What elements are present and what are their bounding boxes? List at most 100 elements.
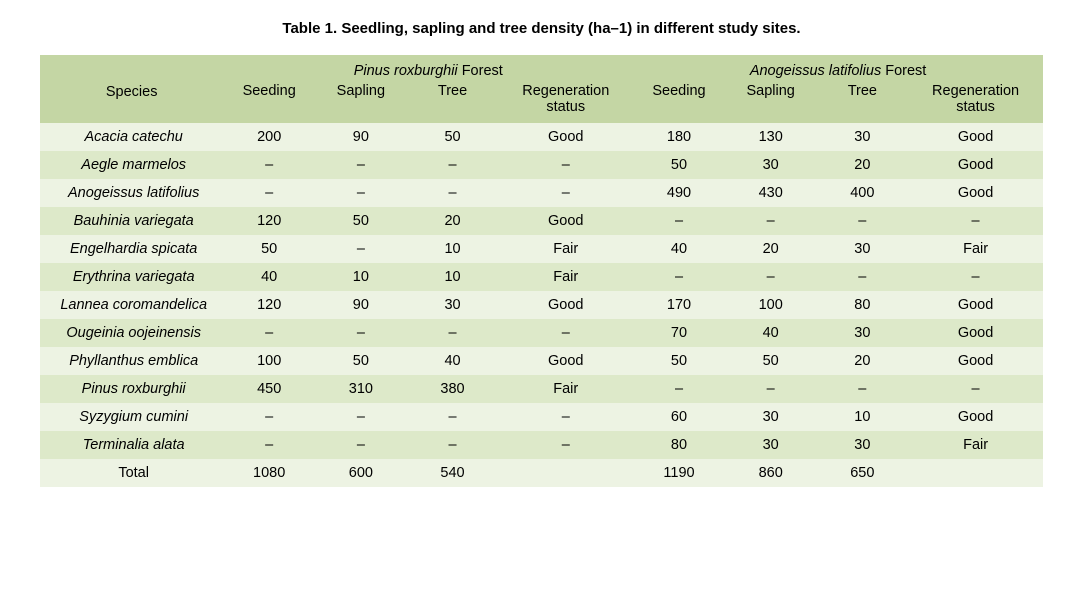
cell-f1-regen: Good bbox=[498, 347, 633, 375]
table-row: Aegle marmelos––––503020Good bbox=[40, 151, 1043, 179]
forest1-italic: Pinus roxburghii bbox=[354, 63, 458, 79]
cell-f1-seeding: 120 bbox=[223, 291, 315, 319]
cell-f1-seeding: 200 bbox=[223, 123, 315, 151]
cell-f1-sapling: – bbox=[315, 431, 407, 459]
cell-species: Terminalia alata bbox=[40, 431, 223, 459]
cell-f2-tree: 30 bbox=[817, 235, 909, 263]
table-row: Acacia catechu2009050Good18013030Good bbox=[40, 123, 1043, 151]
cell-f1-tree: 10 bbox=[407, 263, 499, 291]
cell-f1-sapling: 10 bbox=[315, 263, 407, 291]
forest2-italic: Anogeissus latifolius bbox=[750, 63, 881, 79]
cell-species: Syzygium cumini bbox=[40, 403, 223, 431]
cell-f1-sapling: 50 bbox=[315, 207, 407, 235]
cell-f2-sapling: 50 bbox=[725, 347, 817, 375]
cell-f2-sapling: 40 bbox=[725, 319, 817, 347]
cell-f2-sapling: – bbox=[725, 263, 817, 291]
cell-f1-sapling: 600 bbox=[315, 459, 407, 487]
col-f1-tree: Tree bbox=[407, 81, 499, 123]
group-forest-1: Pinus roxburghii Forest bbox=[223, 55, 633, 81]
cell-f1-regen: – bbox=[498, 319, 633, 347]
cell-f1-seeding: – bbox=[223, 179, 315, 207]
cell-f2-seeding: 70 bbox=[633, 319, 725, 347]
cell-f1-seeding: 120 bbox=[223, 207, 315, 235]
cell-f1-seeding: – bbox=[223, 403, 315, 431]
cell-f2-regen: Good bbox=[908, 291, 1043, 319]
cell-f1-seeding: 50 bbox=[223, 235, 315, 263]
cell-f1-tree: 20 bbox=[407, 207, 499, 235]
cell-f2-sapling: 430 bbox=[725, 179, 817, 207]
table-row: Engelhardia spicata50–10Fair402030Fair bbox=[40, 235, 1043, 263]
table-row: Pinus roxburghii450310380Fair–––– bbox=[40, 375, 1043, 403]
cell-f1-sapling: – bbox=[315, 235, 407, 263]
cell-f2-tree: 30 bbox=[817, 123, 909, 151]
cell-f2-regen: – bbox=[908, 263, 1043, 291]
cell-f2-seeding: 180 bbox=[633, 123, 725, 151]
cell-f1-regen: Good bbox=[498, 291, 633, 319]
cell-species: Lannea coromandelica bbox=[40, 291, 223, 319]
cell-f2-sapling: 30 bbox=[725, 151, 817, 179]
cell-f2-tree: 20 bbox=[817, 151, 909, 179]
table-row: Bauhinia variegata1205020Good–––– bbox=[40, 207, 1043, 235]
cell-f1-seeding: 100 bbox=[223, 347, 315, 375]
cell-f2-seeding: – bbox=[633, 263, 725, 291]
cell-f1-regen: – bbox=[498, 431, 633, 459]
cell-f1-regen bbox=[498, 459, 633, 487]
table-row: Anogeissus latifolius––––490430400Good bbox=[40, 179, 1043, 207]
cell-f1-seeding: – bbox=[223, 319, 315, 347]
cell-f2-regen: Good bbox=[908, 179, 1043, 207]
cell-f1-regen: – bbox=[498, 151, 633, 179]
cell-f1-seeding: – bbox=[223, 151, 315, 179]
cell-f1-regen: – bbox=[498, 179, 633, 207]
forest1-tail: Forest bbox=[458, 63, 503, 79]
cell-species: Acacia catechu bbox=[40, 123, 223, 151]
table-row: Ougeinia oojeinensis––––704030Good bbox=[40, 319, 1043, 347]
cell-f2-tree: 30 bbox=[817, 431, 909, 459]
cell-f1-regen: Good bbox=[498, 207, 633, 235]
cell-f1-sapling: 90 bbox=[315, 123, 407, 151]
col-f2-regen: Regeneration status bbox=[908, 81, 1043, 123]
cell-f1-tree: 50 bbox=[407, 123, 499, 151]
cell-f1-sapling: 310 bbox=[315, 375, 407, 403]
cell-f2-seeding: 80 bbox=[633, 431, 725, 459]
cell-f1-sapling: – bbox=[315, 151, 407, 179]
cell-f2-regen: Good bbox=[908, 151, 1043, 179]
cell-f2-tree: 650 bbox=[817, 459, 909, 487]
group-forest-2: Anogeissus latifolius Forest bbox=[633, 55, 1043, 81]
cell-f2-seeding: 1190 bbox=[633, 459, 725, 487]
cell-f2-seeding: 40 bbox=[633, 235, 725, 263]
forest2-tail: Forest bbox=[881, 63, 926, 79]
cell-species: Engelhardia spicata bbox=[40, 235, 223, 263]
cell-f2-seeding: 490 bbox=[633, 179, 725, 207]
table-row: Syzygium cumini––––603010Good bbox=[40, 403, 1043, 431]
cell-f2-seeding: 170 bbox=[633, 291, 725, 319]
cell-f2-regen: Good bbox=[908, 123, 1043, 151]
cell-f2-tree: 20 bbox=[817, 347, 909, 375]
table-row: Erythrina variegata401010Fair–––– bbox=[40, 263, 1043, 291]
cell-f2-tree: 10 bbox=[817, 403, 909, 431]
cell-f1-regen: – bbox=[498, 403, 633, 431]
table-row-total: Total10806005401190860650 bbox=[40, 459, 1043, 487]
table-row: Terminalia alata––––803030Fair bbox=[40, 431, 1043, 459]
cell-species: Aegle marmelos bbox=[40, 151, 223, 179]
cell-f2-regen: Fair bbox=[908, 235, 1043, 263]
cell-f2-sapling: – bbox=[725, 375, 817, 403]
cell-f2-sapling: 30 bbox=[725, 431, 817, 459]
cell-f2-tree: 30 bbox=[817, 319, 909, 347]
cell-f1-tree: – bbox=[407, 431, 499, 459]
table-caption: Table 1. Seedling, sapling and tree dens… bbox=[40, 20, 1043, 37]
cell-f1-tree: – bbox=[407, 403, 499, 431]
cell-f1-tree: – bbox=[407, 151, 499, 179]
cell-f1-seeding: 40 bbox=[223, 263, 315, 291]
col-f1-sapling: Sapling bbox=[315, 81, 407, 123]
cell-f1-regen: Fair bbox=[498, 375, 633, 403]
table-row: Phyllanthus emblica1005040Good505020Good bbox=[40, 347, 1043, 375]
cell-species: Ougeinia oojeinensis bbox=[40, 319, 223, 347]
cell-f1-tree: – bbox=[407, 179, 499, 207]
cell-species: Phyllanthus emblica bbox=[40, 347, 223, 375]
cell-f2-regen: Fair bbox=[908, 431, 1043, 459]
cell-f2-seeding: 50 bbox=[633, 151, 725, 179]
table-body: Acacia catechu2009050Good18013030GoodAeg… bbox=[40, 123, 1043, 487]
cell-f2-tree: – bbox=[817, 207, 909, 235]
cell-species: Bauhinia variegata bbox=[40, 207, 223, 235]
cell-species: Erythrina variegata bbox=[40, 263, 223, 291]
